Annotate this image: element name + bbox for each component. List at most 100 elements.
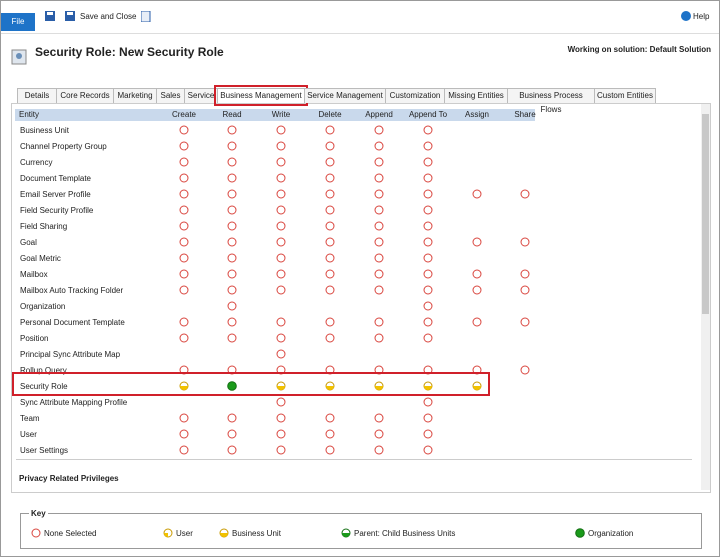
privilege-none[interactable] xyxy=(423,205,433,215)
privilege-none[interactable] xyxy=(374,221,384,231)
privilege-none[interactable] xyxy=(423,445,433,455)
privilege-none[interactable] xyxy=(423,221,433,231)
privilege-none[interactable] xyxy=(472,189,482,199)
privilege-none[interactable] xyxy=(179,173,189,183)
privilege-bu[interactable] xyxy=(472,381,482,391)
privilege-none[interactable] xyxy=(520,365,530,375)
privilege-none[interactable] xyxy=(325,445,335,455)
privilege-none[interactable] xyxy=(472,237,482,247)
privilege-none[interactable] xyxy=(520,237,530,247)
privilege-none[interactable] xyxy=(325,221,335,231)
privilege-bu[interactable] xyxy=(325,381,335,391)
privilege-none[interactable] xyxy=(227,189,237,199)
privilege-none[interactable] xyxy=(276,269,286,279)
privilege-none[interactable] xyxy=(227,301,237,311)
privilege-none[interactable] xyxy=(227,157,237,167)
privilege-none[interactable] xyxy=(179,445,189,455)
privilege-none[interactable] xyxy=(374,253,384,263)
privilege-none[interactable] xyxy=(227,285,237,295)
privilege-none[interactable] xyxy=(423,285,433,295)
privilege-none[interactable] xyxy=(374,157,384,167)
privilege-none[interactable] xyxy=(325,269,335,279)
privilege-none[interactable] xyxy=(179,205,189,215)
privilege-none[interactable] xyxy=(374,173,384,183)
privilege-none[interactable] xyxy=(227,253,237,263)
privilege-none[interactable] xyxy=(276,349,286,359)
privilege-none[interactable] xyxy=(325,317,335,327)
tab[interactable]: Service Management xyxy=(304,88,386,103)
privilege-none[interactable] xyxy=(374,125,384,135)
privilege-none[interactable] xyxy=(374,269,384,279)
privilege-none[interactable] xyxy=(227,141,237,151)
privilege-none[interactable] xyxy=(276,205,286,215)
privilege-none[interactable] xyxy=(179,141,189,151)
privilege-none[interactable] xyxy=(227,429,237,439)
privilege-none[interactable] xyxy=(374,205,384,215)
privilege-none[interactable] xyxy=(276,237,286,247)
privilege-none[interactable] xyxy=(423,413,433,423)
privilege-none[interactable] xyxy=(276,125,286,135)
privilege-org[interactable] xyxy=(227,381,237,391)
help-button[interactable]: Help xyxy=(693,12,710,21)
privilege-bu[interactable] xyxy=(276,381,286,391)
privilege-none[interactable] xyxy=(423,301,433,311)
privilege-none[interactable] xyxy=(423,125,433,135)
privilege-none[interactable] xyxy=(179,125,189,135)
privilege-none[interactable] xyxy=(227,237,237,247)
privilege-none[interactable] xyxy=(325,125,335,135)
privilege-none[interactable] xyxy=(472,269,482,279)
privilege-org[interactable] xyxy=(575,528,585,538)
privilege-none[interactable] xyxy=(423,157,433,167)
privilege-none[interactable] xyxy=(276,189,286,199)
privilege-bu[interactable] xyxy=(374,381,384,391)
privilege-none[interactable] xyxy=(325,189,335,199)
privilege-user[interactable] xyxy=(163,528,173,538)
privilege-none[interactable] xyxy=(472,285,482,295)
privilege-none[interactable] xyxy=(374,317,384,327)
privilege-bu[interactable] xyxy=(423,381,433,391)
privilege-none[interactable] xyxy=(423,317,433,327)
privilege-none[interactable] xyxy=(276,445,286,455)
privilege-none[interactable] xyxy=(374,333,384,343)
privilege-none[interactable] xyxy=(179,253,189,263)
save-icon[interactable] xyxy=(45,11,55,21)
save-close-icon[interactable] xyxy=(65,11,76,21)
tab[interactable]: Sales xyxy=(156,88,185,103)
privilege-none[interactable] xyxy=(374,237,384,247)
privilege-none[interactable] xyxy=(374,429,384,439)
privilege-none[interactable] xyxy=(325,429,335,439)
privilege-none[interactable] xyxy=(276,157,286,167)
privilege-none[interactable] xyxy=(423,253,433,263)
privilege-none[interactable] xyxy=(276,285,286,295)
tab[interactable]: Missing Entities xyxy=(444,88,508,103)
tab[interactable]: Service xyxy=(184,88,218,103)
privilege-parent[interactable] xyxy=(341,528,351,538)
privilege-none[interactable] xyxy=(179,333,189,343)
privilege-none[interactable] xyxy=(276,221,286,231)
privilege-none[interactable] xyxy=(374,285,384,295)
privilege-none[interactable] xyxy=(325,285,335,295)
privilege-none[interactable] xyxy=(520,285,530,295)
tab[interactable]: Business Management xyxy=(214,85,308,106)
privilege-none[interactable] xyxy=(31,528,41,538)
tab[interactable]: Core Records xyxy=(56,88,114,103)
privilege-none[interactable] xyxy=(179,413,189,423)
privilege-none[interactable] xyxy=(179,189,189,199)
save-close-button[interactable]: Save and Close xyxy=(80,12,137,21)
privilege-none[interactable] xyxy=(325,157,335,167)
privilege-none[interactable] xyxy=(472,317,482,327)
privilege-none[interactable] xyxy=(374,445,384,455)
privilege-none[interactable] xyxy=(520,317,530,327)
privilege-none[interactable] xyxy=(276,397,286,407)
privilege-none[interactable] xyxy=(227,221,237,231)
privilege-none[interactable] xyxy=(325,205,335,215)
privilege-none[interactable] xyxy=(227,445,237,455)
privilege-none[interactable] xyxy=(325,413,335,423)
privilege-none[interactable] xyxy=(179,269,189,279)
privilege-none[interactable] xyxy=(374,141,384,151)
help-icon[interactable] xyxy=(681,11,691,21)
privilege-none[interactable] xyxy=(325,237,335,247)
privilege-none[interactable] xyxy=(423,269,433,279)
tab[interactable]: Details xyxy=(17,88,57,103)
privilege-none[interactable] xyxy=(179,221,189,231)
